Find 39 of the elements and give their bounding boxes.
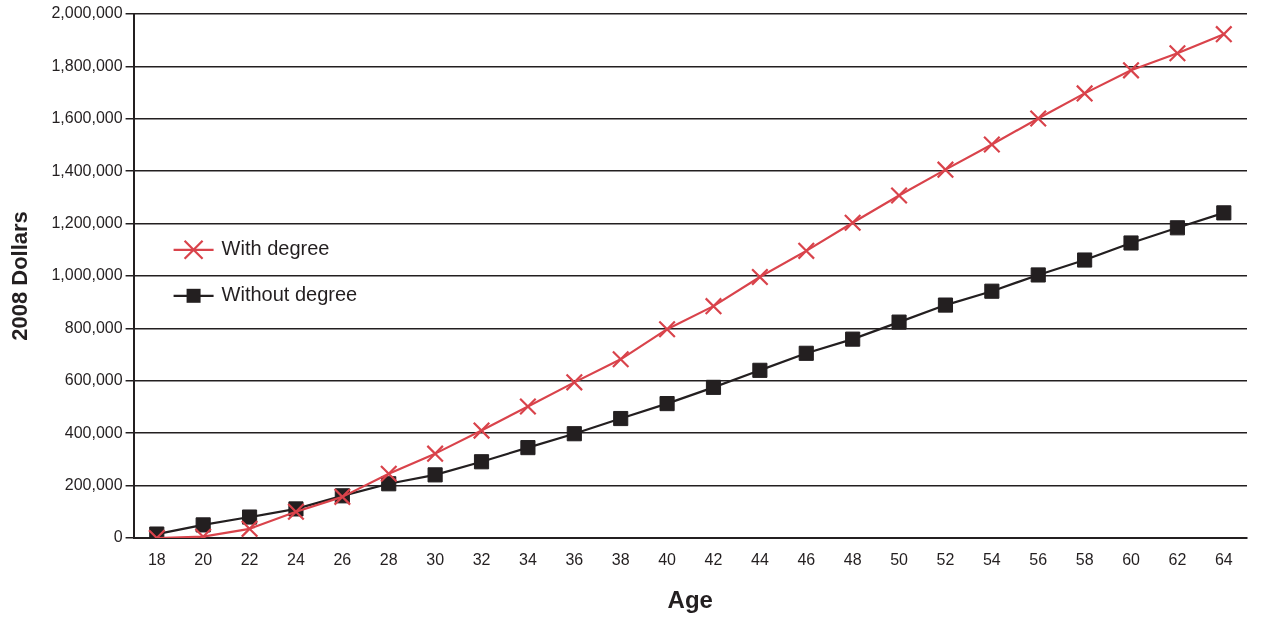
- x-tick-label: 30: [426, 551, 445, 569]
- legend-label: Without degree: [221, 283, 358, 306]
- x-tick-label: 22: [240, 551, 259, 569]
- y-tick-label: 1,800,000: [51, 56, 123, 74]
- x-tick-label: 36: [565, 551, 584, 569]
- x-tick-label: 20: [194, 551, 213, 569]
- x-tick-label: 52: [936, 551, 955, 569]
- x-tick-label: 54: [982, 551, 1001, 569]
- x-tick-label: 26: [333, 551, 352, 569]
- y-tick-label: 0: [113, 528, 123, 546]
- y-tick-label: 1,000,000: [51, 266, 123, 284]
- x-tick-label: 62: [1168, 551, 1187, 569]
- x-tick-label: 38: [611, 551, 630, 569]
- x-tick-label: 60: [1122, 551, 1141, 569]
- y-tick-label: 2,000,000: [51, 4, 123, 22]
- y-tick-label: 1,400,000: [51, 161, 123, 179]
- y-tick-label: 1,200,000: [51, 214, 123, 232]
- x-tick-label: 34: [519, 551, 537, 569]
- x-tick-label: 24: [287, 551, 305, 569]
- y-axis-title: 2008 Dollars: [7, 211, 33, 341]
- x-axis-title: Age: [667, 586, 713, 614]
- x-tick-label: 44: [750, 551, 769, 569]
- x-tick-label: 46: [797, 551, 816, 569]
- x-tick-label: 48: [843, 551, 862, 569]
- x-tick-label: 50: [890, 551, 909, 569]
- y-tick-label: 800,000: [64, 318, 123, 336]
- y-tick-label: 400,000: [64, 423, 123, 441]
- x-tick-label: 40: [658, 551, 677, 569]
- x-tick-label: 42: [704, 551, 723, 569]
- x-tick-label: 18: [147, 551, 166, 569]
- x-tick-label: 64: [1214, 551, 1233, 569]
- legend-label: With degree: [221, 237, 330, 260]
- y-tick-label: 200,000: [64, 476, 123, 494]
- x-tick-label: 56: [1029, 551, 1048, 569]
- x-tick-label: 58: [1075, 551, 1094, 569]
- y-tick-label: 600,000: [64, 371, 123, 389]
- x-tick-label: 32: [472, 551, 491, 569]
- y-tick-label: 1,600,000: [51, 109, 123, 127]
- x-tick-label: 28: [379, 551, 398, 569]
